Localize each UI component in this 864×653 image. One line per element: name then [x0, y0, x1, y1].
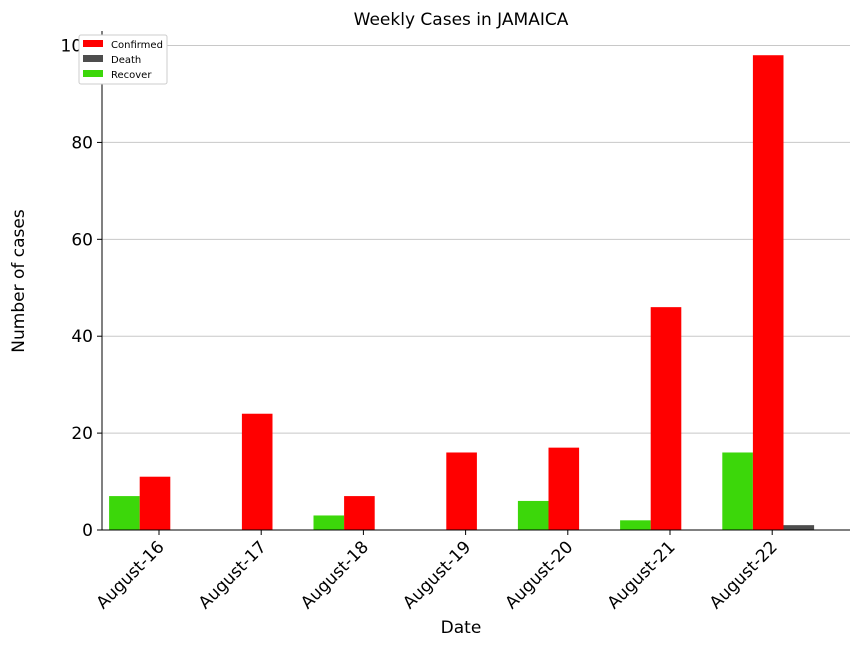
x-tick-label: August-16 [93, 537, 169, 613]
chart-title: Weekly Cases in JAMAICA [354, 10, 569, 30]
bar-confirmed-august-21 [650, 307, 682, 530]
bar-recover-august-21 [620, 520, 651, 530]
bar-confirmed-august-16 [139, 476, 171, 530]
bars [109, 55, 815, 531]
legend-label-recover: Recover [111, 70, 152, 81]
y-tick-label: 0 [82, 521, 93, 541]
x-tick-label: August-19 [399, 537, 475, 613]
x-tick-label: August-18 [297, 537, 373, 613]
bar-confirmed-august-22 [752, 55, 784, 531]
gridlines [102, 45, 850, 434]
x-tick-label: August-17 [195, 537, 271, 613]
legend-swatch-recover [83, 70, 103, 77]
x-axis-ticks: August-16 August-17 August-18 August-19 Augu… [93, 530, 782, 613]
bar-confirmed-august-18 [344, 496, 375, 530]
bar-confirmed-august-20 [548, 447, 580, 530]
legend-label-death: Death [111, 55, 141, 66]
y-tick-label: 20 [71, 424, 93, 444]
y-tick-label: 40 [71, 327, 93, 347]
bar-recover-august-22 [722, 452, 753, 530]
x-axis-label: Date [441, 618, 482, 638]
bar-recover-august-16 [109, 496, 140, 530]
bar-confirmed-august-19 [446, 452, 477, 530]
x-tick-label: August-22 [706, 537, 782, 613]
legend: Confirmed Death Recover [78, 34, 168, 85]
legend-swatch-confirmed [83, 40, 103, 47]
legend-swatch-death [83, 55, 103, 62]
x-tick-label: August-21 [604, 537, 680, 613]
y-tick-label: 80 [71, 133, 93, 153]
bar-recover-august-18 [313, 515, 345, 530]
y-tick-label: 60 [71, 230, 93, 250]
x-tick-label: August-20 [501, 537, 577, 613]
bar-death-august-22 [783, 525, 815, 530]
y-axis-label: Number of cases [9, 209, 29, 353]
legend-label-confirmed: Confirmed [111, 40, 163, 51]
bar-confirmed-august-17 [241, 413, 273, 530]
bar-recover-august-20 [517, 500, 549, 530]
